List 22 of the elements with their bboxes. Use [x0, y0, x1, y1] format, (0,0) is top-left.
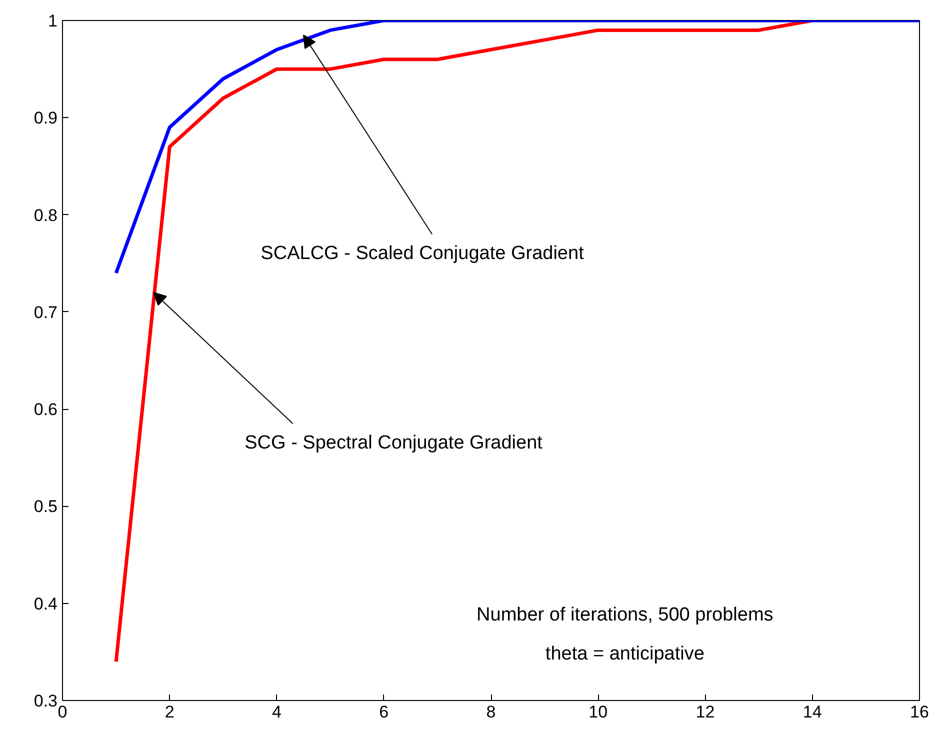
y-tick-label: 1: [48, 12, 58, 30]
x-tick-label: 16: [910, 702, 929, 722]
y-tick-label: 0.5: [34, 497, 58, 516]
annotation: SCALCG - Scaled Conjugate Gradient: [260, 243, 585, 264]
x-tick-label: 4: [272, 702, 282, 722]
y-tick-label: 0.6: [34, 400, 58, 420]
y-tick-label: 0.3: [34, 692, 58, 710]
x-tick-label: 12: [696, 702, 715, 722]
annotation: theta = anticipative: [545, 643, 704, 664]
y-tick-label: 0.7: [34, 302, 58, 322]
x-tick-label: 2: [164, 702, 174, 722]
y-tick-label: 0.8: [34, 206, 58, 225]
y-tick-label: 0.4: [34, 594, 58, 614]
line-series: [114, 20, 920, 275]
annotation: SCG - Spectral Conjugate Gradient: [244, 432, 544, 454]
x-tick-label: 10: [588, 702, 608, 722]
x-tick-label: 6: [379, 702, 389, 722]
x-tick-label: 14: [802, 702, 822, 722]
x-tick-label: 8: [486, 702, 496, 722]
annotation: Number of iterations, 500 problems: [476, 604, 774, 626]
x-tick-label: 0: [58, 702, 68, 722]
y-tick-label: 0.9: [34, 108, 58, 128]
